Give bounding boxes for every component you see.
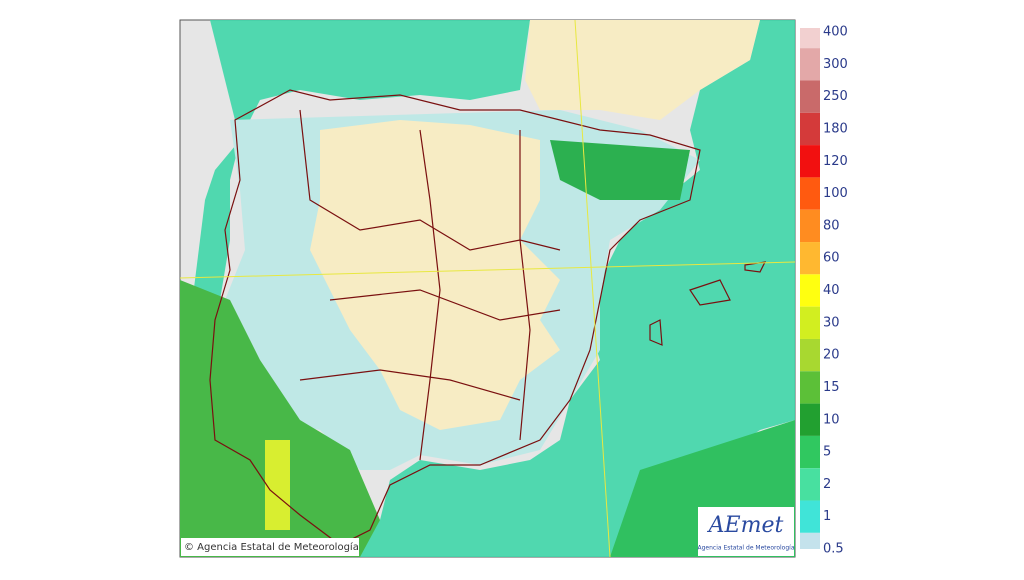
legend-label: 15 xyxy=(823,380,840,395)
legend-swatch xyxy=(800,209,820,243)
legend-label: 5 xyxy=(823,445,831,460)
legend-label: 100 xyxy=(823,186,848,201)
legend-label: 400 xyxy=(823,25,848,40)
france-dry xyxy=(525,20,760,120)
precip-pyrenees xyxy=(550,140,690,200)
legend-swatch xyxy=(800,145,820,178)
credit: © Agencia Estatal de Meteorología xyxy=(184,541,359,553)
legend-swatch xyxy=(800,274,820,307)
logo-box xyxy=(698,507,794,556)
legend-swatch xyxy=(800,306,820,339)
legend-swatch xyxy=(800,242,820,275)
legend-swatch xyxy=(800,80,820,113)
legend-swatch xyxy=(800,112,820,146)
map: © Agencia Estatal de Meteorología AEmet … xyxy=(179,19,796,558)
land-dry xyxy=(310,120,560,430)
legend-label: 120 xyxy=(823,154,848,169)
legend-label: 2 xyxy=(823,477,831,492)
legend-label: 60 xyxy=(823,251,840,266)
precip-heavy xyxy=(180,280,380,557)
legend-swatch xyxy=(800,177,820,210)
legend-label: 1 xyxy=(823,509,831,524)
precip-area xyxy=(180,20,795,557)
legend-swatch xyxy=(800,468,820,501)
legend-swatch xyxy=(800,500,820,533)
legend-swatch xyxy=(800,48,820,81)
logo-subtitle: Agencia Estatal de Meteorología xyxy=(698,545,795,552)
legend-label: 20 xyxy=(823,348,840,363)
legend-swatch xyxy=(800,435,820,469)
graticule xyxy=(179,19,796,558)
legend-swatch xyxy=(800,403,820,436)
legend-swatch xyxy=(800,371,820,404)
precip-max xyxy=(265,440,290,530)
logo: AEmet xyxy=(707,513,784,538)
legend-label: 0.5 xyxy=(823,542,844,557)
legend-swatch xyxy=(800,338,820,372)
legend-label: 30 xyxy=(823,315,840,330)
legend-swatch xyxy=(800,532,820,549)
legend-swatch xyxy=(800,28,820,49)
legend-label: 40 xyxy=(823,283,840,298)
credit-box xyxy=(181,538,359,556)
legend-label: 250 xyxy=(823,89,848,104)
legend: 400 300 250 180 120 100 80 60 40 30 20 15 10 5 2 1 0.5 xyxy=(800,25,848,557)
legend-label: 300 xyxy=(823,57,848,72)
legend-label: 10 xyxy=(823,412,840,427)
legend-label: 80 xyxy=(823,218,840,233)
legend-label: 180 xyxy=(823,121,848,136)
